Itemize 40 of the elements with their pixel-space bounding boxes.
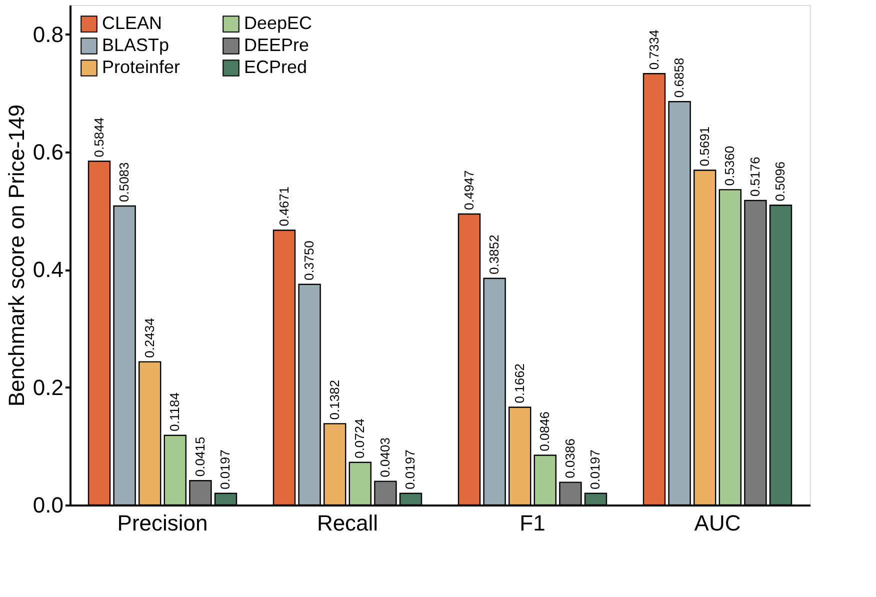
data-label: 0.5176 <box>747 156 762 197</box>
data-label: 0.3750 <box>302 240 317 280</box>
legend-label: DEEPre <box>244 35 310 55</box>
y-tick-label: 0.8 <box>32 22 64 47</box>
data-label: 0.0386 <box>562 438 578 478</box>
data-label: 0.1184 <box>167 392 182 432</box>
legend-label: ECPred <box>244 57 308 77</box>
data-label: 0.4947 <box>461 170 476 210</box>
data-label: 0.4671 <box>276 186 292 226</box>
x-tick-label: AUC <box>694 510 741 536</box>
legend-label: Proteinfer <box>102 57 180 77</box>
data-label: 0.5360 <box>722 146 738 186</box>
data-label: 0.0197 <box>402 450 418 490</box>
y-tick-label: 0.4 <box>32 257 64 282</box>
y-tick-label: 0.6 <box>32 140 64 165</box>
data-label: 0.2434 <box>142 318 157 358</box>
data-label: 0.5083 <box>116 162 132 202</box>
y-axis-title: Benchmark score on Price-149 <box>4 104 29 407</box>
data-label: 0.0724 <box>352 418 368 458</box>
data-label: 0.1662 <box>512 363 527 404</box>
data-label: 0.0197 <box>218 450 233 490</box>
data-label: 0.0197 <box>588 450 603 490</box>
data-label: 0.5844 <box>91 117 106 158</box>
x-tick-label: F1 <box>520 510 546 536</box>
data-label: 0.5691 <box>696 126 712 166</box>
data-label: 0.6858 <box>672 58 687 98</box>
data-label: 0.0415 <box>192 436 208 477</box>
data-label: 0.5096 <box>772 161 788 202</box>
data-label: 0.3852 <box>486 234 502 274</box>
x-tick-label: Precision <box>117 510 208 536</box>
data-label: 0.0846 <box>537 411 552 452</box>
data-label: 0.1382 <box>326 380 342 420</box>
legend-label: DeepEC <box>244 13 312 34</box>
data-label: 0.0403 <box>377 438 392 478</box>
legend-label: BLASTp <box>102 35 170 55</box>
x-tick-label: Recall <box>316 510 378 536</box>
legend-label: CLEAN <box>102 13 162 34</box>
y-tick-label: 0.2 <box>32 374 64 400</box>
y-tick-label: 0.0 <box>32 492 64 518</box>
data-label: 0.7334 <box>646 30 662 70</box>
